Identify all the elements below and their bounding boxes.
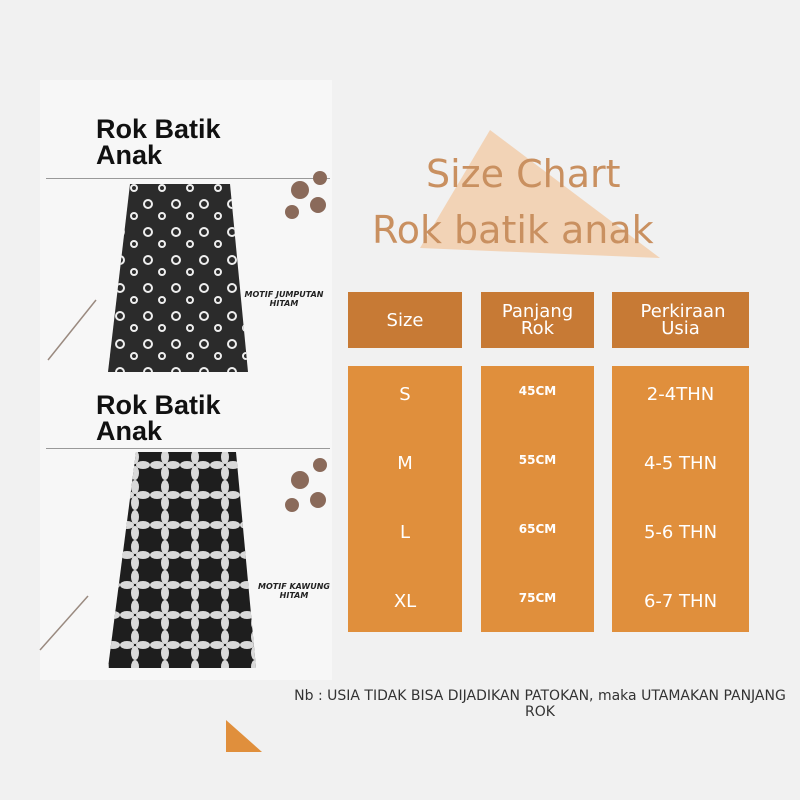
divider [46, 178, 330, 179]
table-cell: 65CM [518, 522, 557, 536]
header-text: Perkiraan Usia [640, 301, 726, 339]
table-cell: 75CM [518, 591, 557, 605]
table-header: Size [348, 292, 462, 348]
corner-decor [226, 720, 262, 752]
branch-decor [39, 299, 97, 651]
leaf-decor [285, 171, 327, 512]
header-text: Panjang Rok [501, 301, 574, 339]
product-title: Rok Batik Anak [96, 390, 221, 446]
table-cell: 55CM [518, 453, 557, 467]
product-title: Rok Batik Anak [96, 114, 221, 170]
table-cell: 4-5 THN [643, 453, 718, 474]
table-header: Perkiraan Usia [612, 292, 749, 348]
table-cell: S [399, 384, 411, 405]
table-cell: L [399, 522, 411, 543]
skirt-pattern [108, 184, 248, 372]
table-cell: 2-4THN [646, 384, 715, 405]
chart-title: Size Chart [426, 152, 621, 196]
table-cell: 6-7 THN [643, 591, 718, 612]
table-cell: 5-6 THN [643, 522, 718, 543]
header-text: Size [386, 309, 424, 331]
divider [46, 448, 330, 449]
triangle-decor [420, 130, 660, 258]
table-cell: M [397, 453, 413, 474]
chart-subtitle: Rok batik anak [372, 208, 654, 252]
skirt-pattern [108, 452, 256, 668]
note: Nb : USIA TIDAK BISA DIJADIKAN PATOKAN, … [294, 688, 786, 720]
table-cell: 45CM [518, 384, 557, 398]
table-header: Panjang Rok [481, 292, 594, 348]
motif-label: MOTIF JUMPUTAN HITAM [244, 290, 324, 308]
motif-label: MOTIF KAWUNG HITAM [258, 582, 330, 600]
table-column: 2-4THN 4-5 THN 5-6 THN 6-7 THN [612, 366, 749, 632]
table-column: 45CM 55CM 65CM 75CM [481, 366, 594, 632]
table-cell: XL [393, 591, 417, 612]
table-column: S M L XL [348, 366, 462, 632]
